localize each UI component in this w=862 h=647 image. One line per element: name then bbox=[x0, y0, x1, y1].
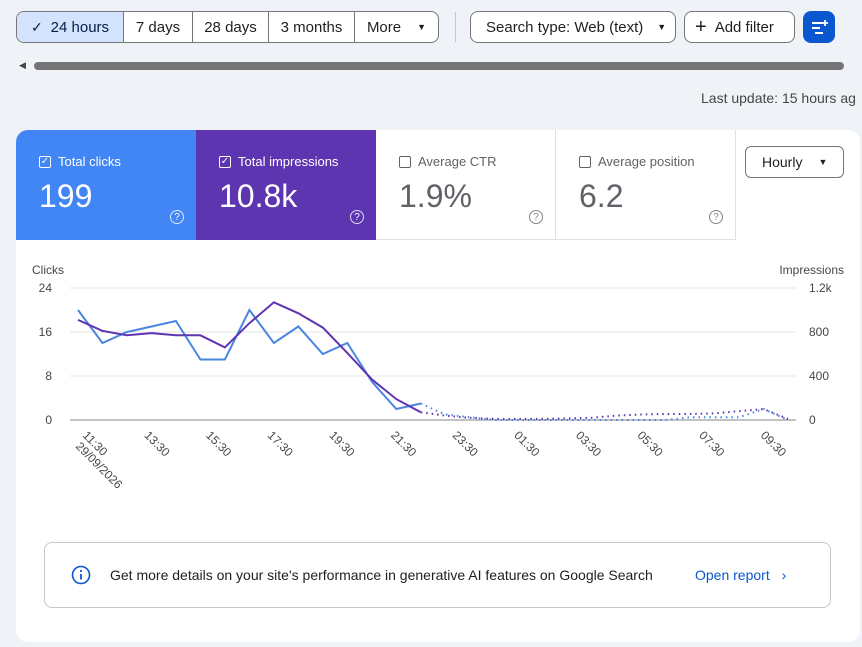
left-tick-label: 0 bbox=[45, 413, 52, 427]
caret-down-icon: ▼ bbox=[417, 22, 427, 32]
left-tick-label: 8 bbox=[45, 369, 52, 383]
right-axis-title: Impressions bbox=[779, 263, 844, 277]
caret-down-icon: ▼ bbox=[657, 22, 667, 32]
help-icon[interactable]: ? bbox=[709, 210, 723, 224]
x-tick-label: 23:30 bbox=[450, 428, 481, 459]
add-filter-button[interactable]: + Add filter bbox=[684, 11, 795, 43]
range-28-days-button[interactable]: 28 days bbox=[192, 12, 268, 42]
plus-icon: + bbox=[695, 16, 707, 38]
banner-text: Get more details on your site's performa… bbox=[110, 567, 653, 583]
checkbox-unchecked-icon[interactable] bbox=[399, 155, 411, 168]
ai-features-banner: Get more details on your site's performa… bbox=[44, 542, 831, 608]
open-report-link[interactable]: Open report › bbox=[695, 567, 786, 583]
range-3-months-button[interactable]: 3 months bbox=[268, 12, 354, 42]
right-tick-label: 1.2k bbox=[809, 281, 833, 295]
add-filter-label: Add filter bbox=[714, 18, 774, 36]
x-tick-label: 13:30 bbox=[142, 428, 173, 459]
help-icon[interactable]: ? bbox=[170, 210, 184, 224]
metric-value: 10.8k bbox=[219, 178, 298, 214]
right-tick-label: 400 bbox=[809, 369, 829, 383]
caret-down-icon: ▼ bbox=[818, 157, 828, 167]
metric-label: Total clicks bbox=[58, 154, 121, 169]
metric-value: 199 bbox=[39, 178, 93, 214]
last-update-text: Last update: 15 hours ag bbox=[701, 90, 856, 106]
info-icon bbox=[71, 565, 91, 585]
right-tick-label: 0 bbox=[809, 413, 816, 427]
range-label: 24 hours bbox=[50, 18, 110, 36]
metric-value: 1.9% bbox=[399, 178, 472, 214]
metric-total-clicks[interactable]: ✓ Total clicks 199 ? bbox=[16, 130, 196, 240]
date-range-selector: ✓ 24 hours 7 days 28 days 3 months More … bbox=[16, 11, 439, 43]
more-label: More bbox=[366, 18, 402, 36]
x-tick-label: 17:30 bbox=[265, 428, 296, 459]
checkbox-unchecked-icon[interactable] bbox=[579, 155, 591, 168]
range-more-button[interactable]: More ▼ bbox=[354, 12, 438, 42]
range-label: 28 days bbox=[204, 18, 257, 36]
left-tick-label: 16 bbox=[39, 325, 53, 339]
metric-average-position[interactable]: Average position 6.2 ? bbox=[556, 130, 736, 240]
scroll-left-icon[interactable]: ◀ bbox=[19, 60, 26, 70]
search-type-dropdown[interactable]: Search type: Web (text) ▼ bbox=[470, 11, 676, 43]
chart-gridlines bbox=[70, 287, 796, 421]
range-label: 7 days bbox=[135, 18, 181, 36]
open-report-label: Open report bbox=[695, 567, 770, 583]
metric-value: 6.2 bbox=[579, 178, 624, 214]
series-line-impressions bbox=[77, 301, 422, 414]
chevron-right-icon: › bbox=[781, 567, 787, 583]
series-line-clicks bbox=[77, 308, 421, 411]
series-projection-impressions bbox=[420, 407, 789, 420]
x-tick-label: 03:30 bbox=[573, 428, 604, 459]
range-24-hours-button[interactable]: ✓ 24 hours bbox=[17, 12, 123, 42]
granularity-label: Hourly bbox=[762, 154, 803, 170]
right-tick-label: 800 bbox=[809, 325, 829, 339]
x-tick-label: 15:30 bbox=[203, 428, 234, 459]
x-tick-label: 05:30 bbox=[635, 428, 666, 459]
metric-label: Average CTR bbox=[418, 154, 497, 169]
search-type-label: Search type: Web (text) bbox=[486, 18, 644, 36]
range-label: 3 months bbox=[280, 18, 343, 36]
scrollbar-thumb[interactable] bbox=[34, 62, 844, 70]
left-axis-title: Clicks bbox=[32, 263, 64, 277]
filter-list-icon bbox=[812, 20, 828, 34]
range-7-days-button[interactable]: 7 days bbox=[123, 12, 192, 42]
help-icon[interactable]: ? bbox=[529, 210, 543, 224]
metric-label: Total impressions bbox=[238, 154, 339, 169]
toolbar-divider bbox=[455, 12, 456, 42]
filter-settings-button[interactable] bbox=[803, 11, 835, 43]
check-icon: ✓ bbox=[30, 18, 43, 35]
checkbox-checked-icon[interactable]: ✓ bbox=[219, 155, 231, 168]
x-tick-label: 21:30 bbox=[388, 428, 419, 459]
metric-label: Average position bbox=[598, 154, 695, 169]
series-projection-clicks bbox=[420, 402, 789, 421]
checkbox-checked-icon[interactable]: ✓ bbox=[39, 155, 51, 168]
help-icon[interactable]: ? bbox=[350, 210, 364, 224]
x-tick-label: 07:30 bbox=[696, 428, 727, 459]
left-tick-label: 24 bbox=[39, 281, 53, 295]
metric-average-ctr[interactable]: Average CTR 1.9% ? bbox=[376, 130, 556, 240]
x-tick-label: 19:30 bbox=[326, 428, 357, 459]
metric-total-impressions[interactable]: ✓ Total impressions 10.8k ? bbox=[196, 130, 376, 240]
granularity-dropdown[interactable]: Hourly ▼ bbox=[745, 146, 844, 178]
horizontal-scrollbar[interactable]: ◀ bbox=[16, 59, 862, 73]
x-tick-label: 01:30 bbox=[511, 428, 542, 459]
x-tick-label: 09:30 bbox=[758, 428, 789, 459]
performance-card: ✓ Total clicks 199 ? ✓ Total impressions 1… bbox=[16, 130, 860, 642]
